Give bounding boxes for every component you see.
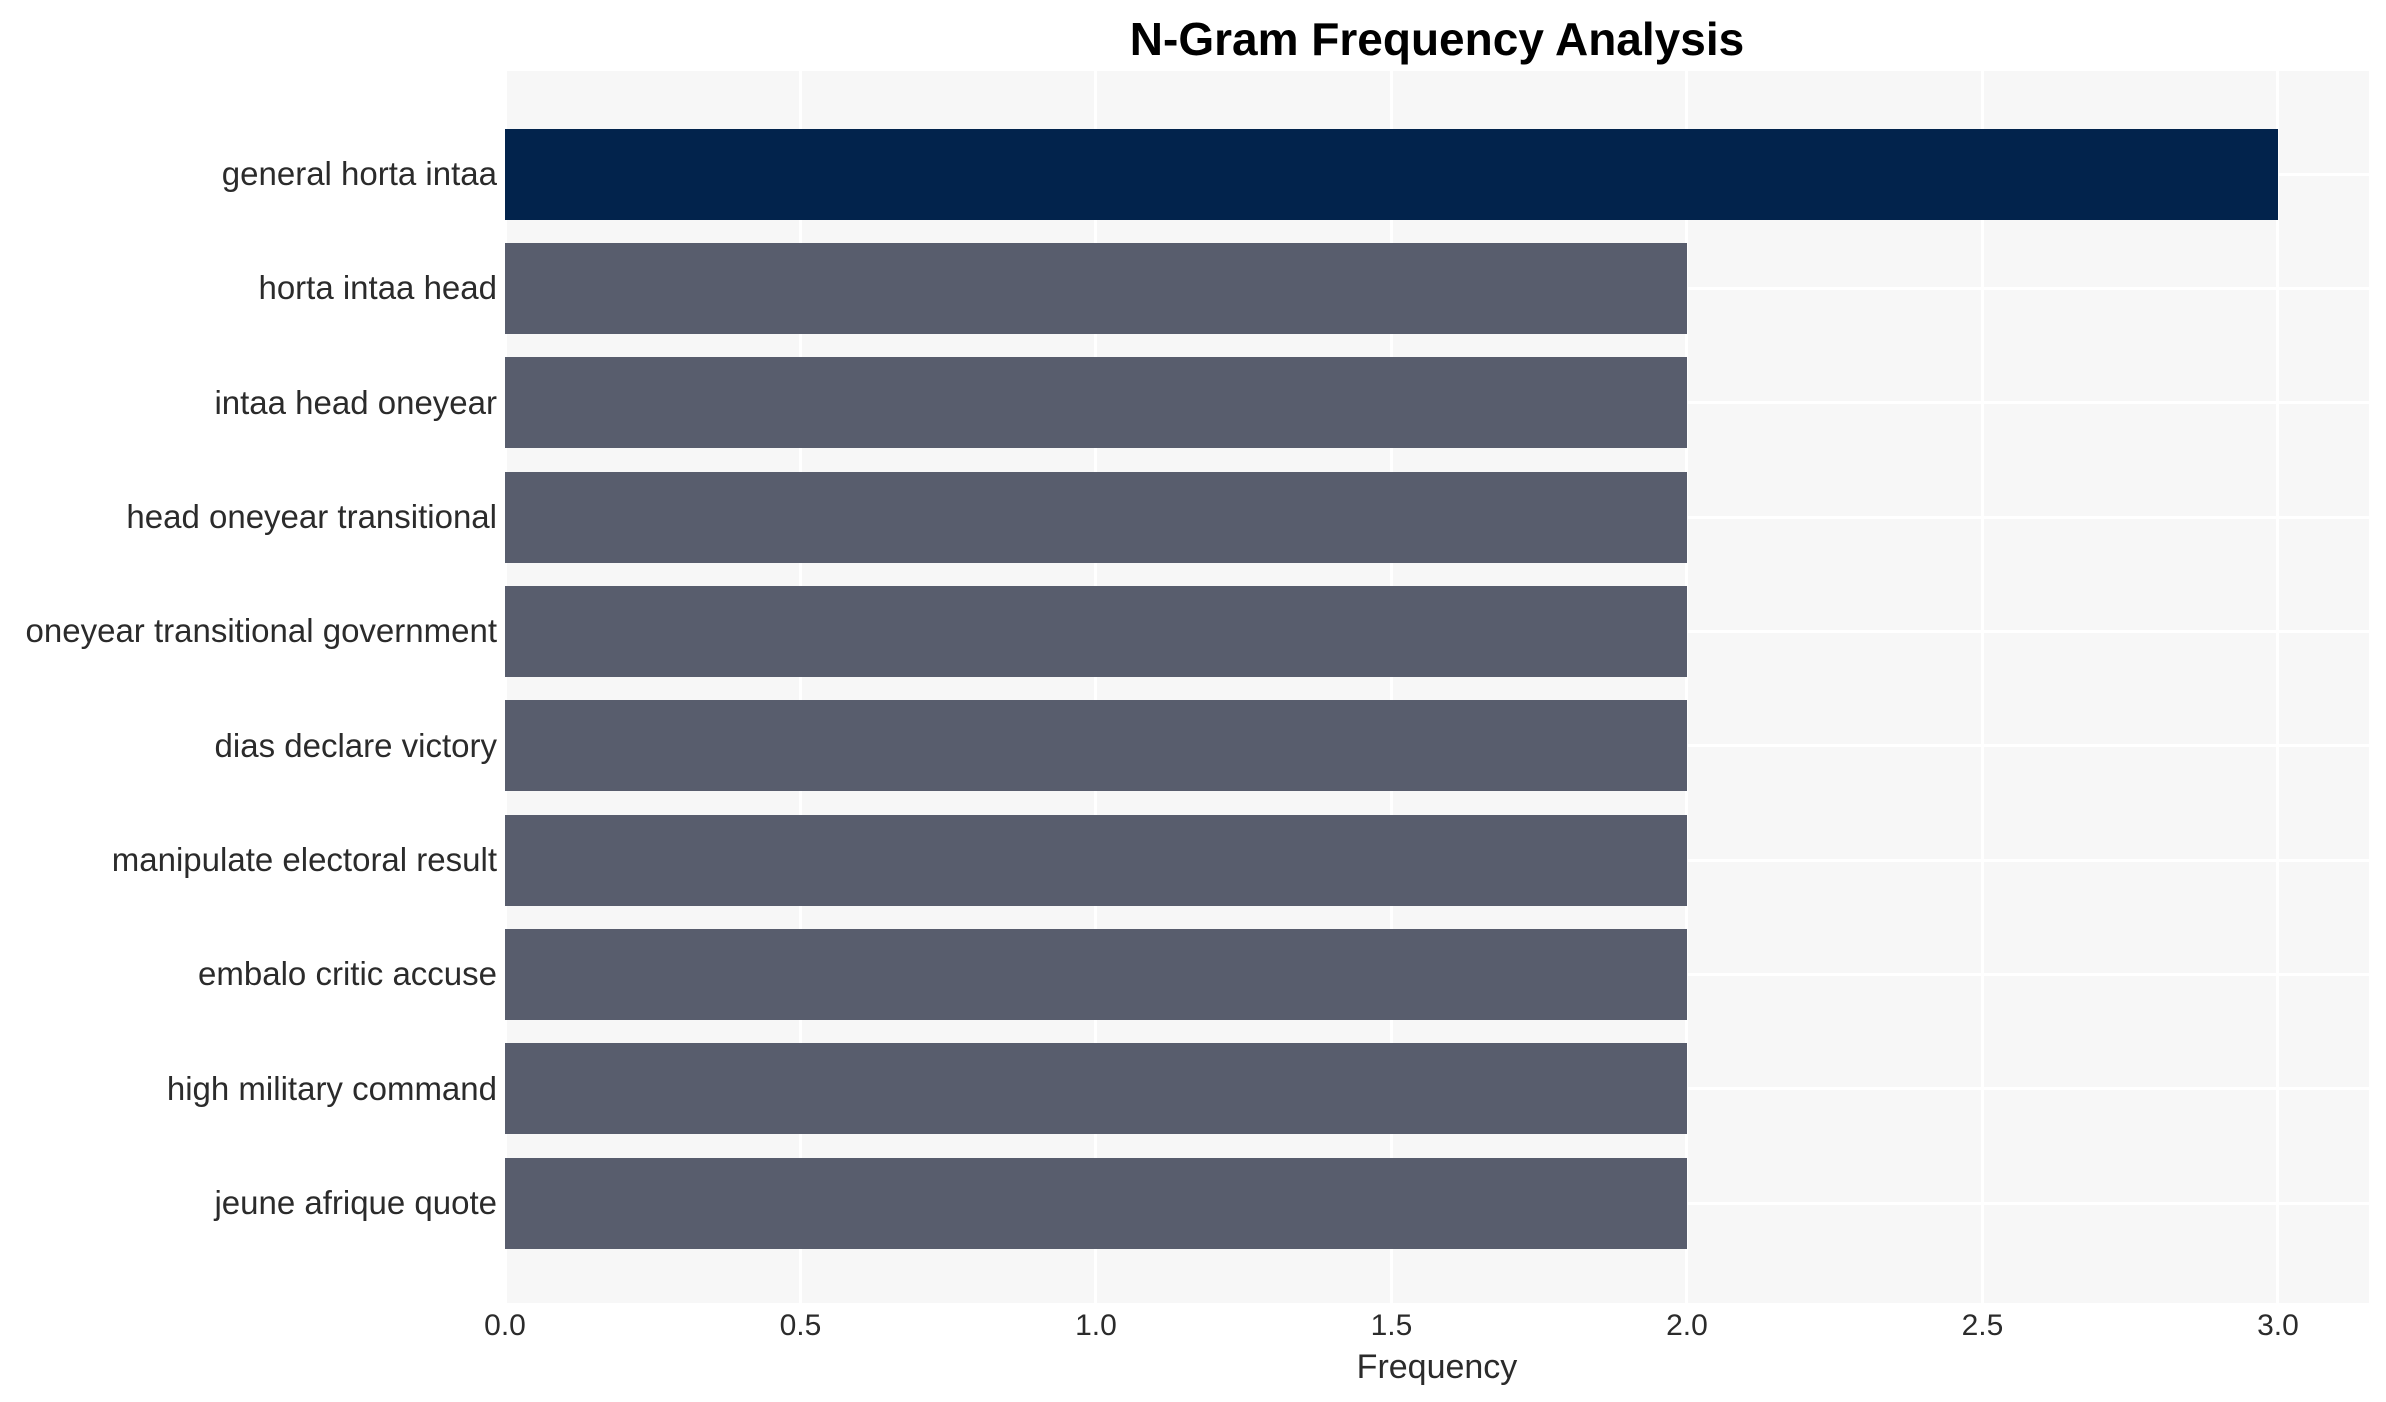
category-label: dias declare victory	[214, 726, 497, 764]
y-axis-labels: general horta intaa horta intaa head intaa…	[0, 71, 497, 1303]
category-label: manipulate electoral result	[111, 841, 497, 879]
x-tick-label: 1.0	[1075, 1309, 1117, 1342]
category-label: high military command	[166, 1069, 497, 1107]
x-tick-label: 2.0	[1666, 1309, 1708, 1342]
frequency-bar	[505, 471, 1687, 563]
x-axis-label: Frequency	[1356, 1348, 1518, 1386]
v-gridline	[1685, 71, 1689, 1303]
x-tick-label: 3.0	[2257, 1309, 2299, 1342]
category-label: horta intaa head	[258, 269, 497, 307]
category-label: oneyear transitional government	[25, 612, 497, 650]
v-gridline	[1980, 71, 1984, 1303]
v-gridline	[1389, 71, 1393, 1303]
v-gridline	[798, 71, 802, 1303]
frequency-bar	[505, 128, 2278, 220]
frequency-bar	[505, 585, 1687, 677]
frequency-bar	[505, 814, 1687, 906]
category-label: intaa head oneyear	[214, 383, 497, 421]
frequency-bar	[505, 1043, 1687, 1135]
x-tick-label: 1.5	[1370, 1309, 1413, 1342]
x-tick-label: 2.5	[1961, 1309, 2004, 1342]
category-label: head oneyear transitional	[126, 498, 497, 536]
x-tick-label: 0.0	[484, 1309, 526, 1342]
frequency-bar	[505, 700, 1687, 792]
chart-title: N-Gram Frequency Analysis	[1129, 13, 1745, 65]
x-tick-label: 0.5	[779, 1309, 822, 1342]
frequency-bar	[505, 357, 1687, 449]
plot-area	[505, 71, 2369, 1303]
category-label: embalo critic accuse	[198, 955, 497, 993]
category-label: jeune afrique quote	[214, 1184, 497, 1222]
frequency-bar	[505, 928, 1687, 1020]
frequency-bar	[505, 1157, 1687, 1249]
frequency-bar	[505, 242, 1687, 334]
category-label: general horta intaa	[221, 155, 497, 193]
v-gridline	[2276, 71, 2280, 1303]
x-axis-ticks: 0.0 0.5 1.0 1.5 2.0 2.5 3.0	[484, 1303, 2369, 1349]
v-gridline	[1094, 71, 1098, 1303]
v-gridline	[505, 71, 507, 1303]
